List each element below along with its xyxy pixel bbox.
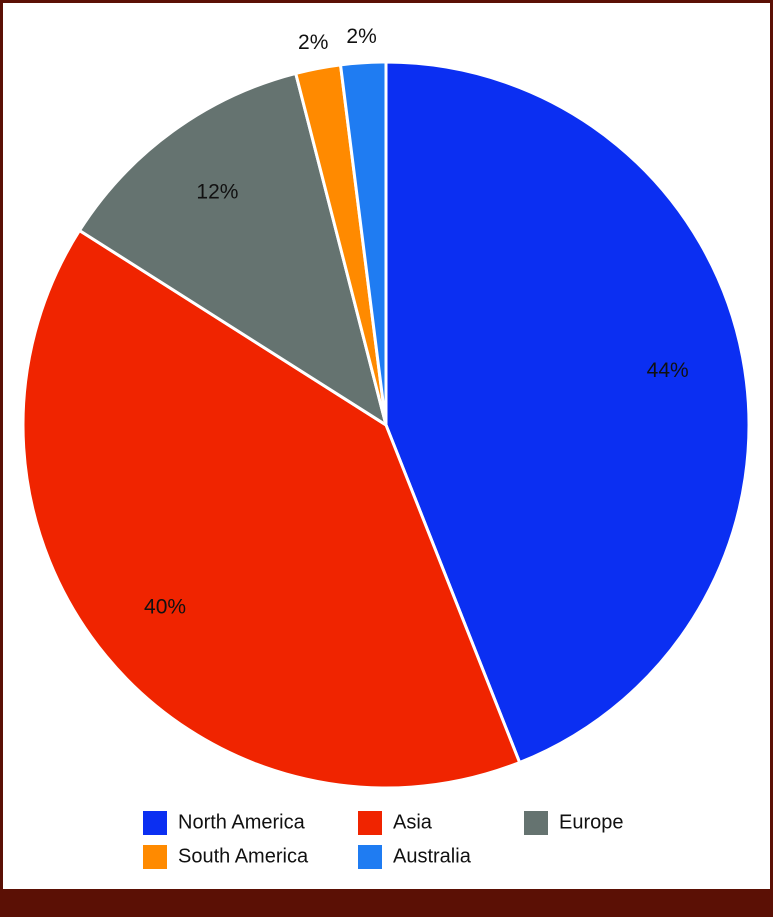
pie-slice — [21, 228, 522, 790]
legend-label: Australia — [393, 845, 472, 867]
legend-swatch — [143, 845, 167, 869]
legend-label: South America — [178, 845, 309, 867]
pie-slice — [77, 71, 389, 429]
legend-swatch — [358, 845, 382, 869]
slice-label: 2% — [346, 25, 376, 48]
legend-label: Asia — [393, 811, 433, 833]
legend-swatch — [524, 811, 548, 835]
pie-slice — [338, 60, 388, 426]
legend-swatch — [143, 811, 167, 835]
legend-label: North America — [178, 811, 306, 833]
slice-label: 12% — [196, 181, 238, 204]
legend-swatch — [358, 811, 382, 835]
legend-label: Europe — [559, 811, 624, 833]
slice-label: 44% — [647, 359, 689, 382]
slice-label: 40% — [144, 595, 186, 618]
slice-label: 2% — [298, 31, 328, 54]
pie-slice — [384, 60, 751, 765]
